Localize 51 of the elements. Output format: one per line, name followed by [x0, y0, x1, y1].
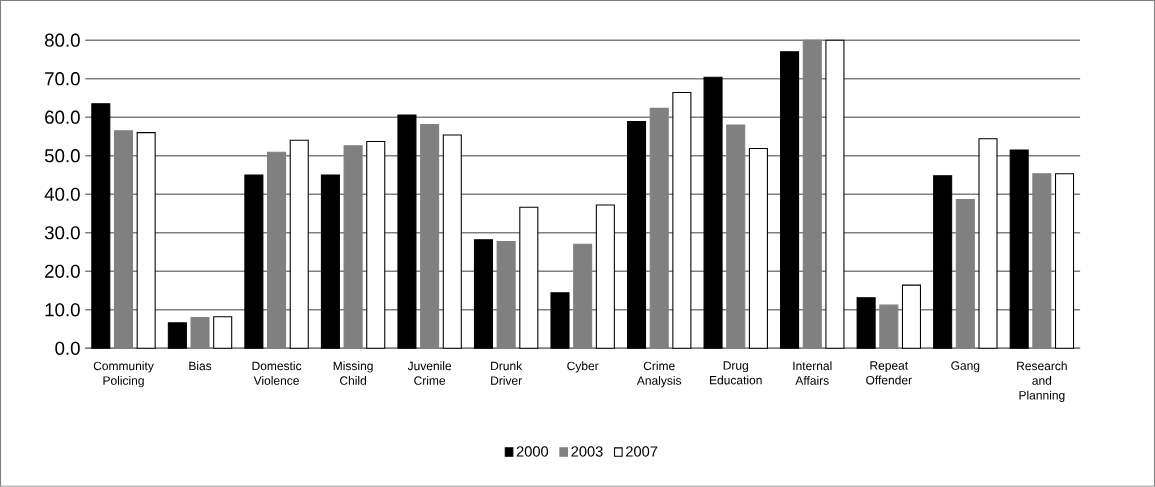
- bar: [933, 175, 953, 349]
- x-tick-label: Domestic Violence: [252, 361, 302, 385]
- x-tick-label: Bias: [189, 361, 212, 371]
- bar: [1054, 173, 1075, 349]
- legend-label: 2003: [571, 446, 603, 457]
- x-tick-label: Juvenile Crime: [407, 361, 452, 385]
- bar: [856, 297, 876, 349]
- x-tick-label: Gang: [951, 361, 980, 373]
- bar: [213, 316, 233, 349]
- y-tick-label: 70.0: [45, 72, 80, 86]
- bar: [366, 141, 386, 349]
- bar: [244, 174, 264, 349]
- bar: [167, 322, 187, 349]
- bar: [780, 51, 800, 349]
- x-tick-label: Drug Education: [710, 361, 762, 385]
- bar: [136, 132, 156, 349]
- bar: [825, 39, 845, 349]
- bar: [289, 139, 309, 349]
- x-tick-label: Internal Affairs: [793, 361, 832, 385]
- x-tick-label: Repeat Offender: [866, 361, 912, 385]
- bar: [519, 206, 539, 349]
- y-tick-label: 20.0: [45, 264, 80, 278]
- y-tick-label: 80.0: [45, 33, 80, 47]
- y-tick-label: 40.0: [44, 187, 80, 201]
- bar: [748, 147, 768, 349]
- bar: [595, 204, 615, 349]
- x-tick-label: Missing Child: [333, 361, 373, 385]
- bar: [703, 76, 723, 349]
- bar: [397, 114, 417, 349]
- y-tick-label: 50.0: [44, 149, 80, 163]
- bar: [473, 239, 494, 349]
- bar: [91, 103, 111, 349]
- bar: [672, 92, 692, 349]
- bar: [1009, 149, 1029, 349]
- y-tick-label: 60.0: [45, 110, 80, 124]
- legend-label: 2000: [516, 446, 549, 457]
- y-tick-label: 0.0: [55, 341, 80, 355]
- bar: [901, 284, 922, 349]
- bar: [550, 292, 570, 349]
- x-tick-label: Community Policing: [93, 361, 154, 388]
- x-tick-label: Research and Planning: [1017, 361, 1067, 402]
- bar: [978, 138, 998, 349]
- y-tick-label: 30.0: [44, 226, 80, 240]
- bar: [626, 121, 647, 349]
- x-tick-label: Cyber: [567, 361, 599, 373]
- bar: [320, 174, 340, 349]
- x-tick-label: Crime Analysis: [636, 361, 682, 388]
- y-tick-label: 10.0: [45, 303, 80, 317]
- x-tick-label: Drunk Driver: [491, 361, 523, 385]
- bar: [442, 134, 462, 349]
- legend-label: 2007: [626, 446, 658, 457]
